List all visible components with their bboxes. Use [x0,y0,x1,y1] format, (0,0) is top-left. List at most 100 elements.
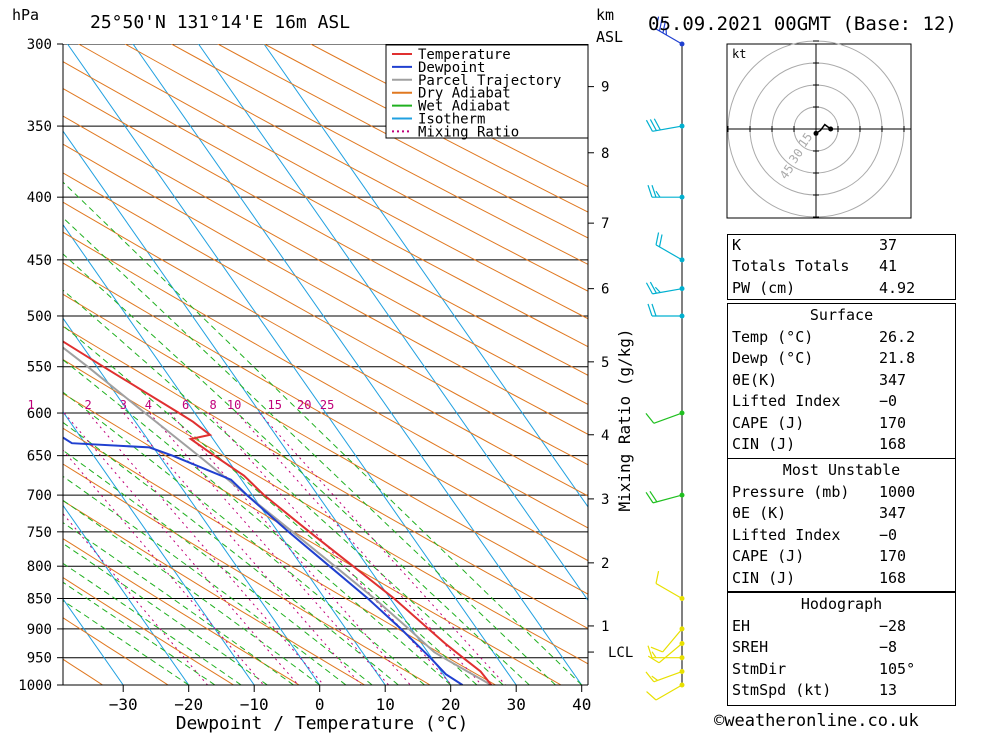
wind-barb-flag [645,491,654,504]
wind-barb-flag [645,119,653,132]
wind-barb-flag [650,646,663,653]
index-row: Lifted Index −0 [728,391,955,412]
hodograph-unit-label: kt [732,47,746,61]
hodograph-ring-label: 30 [786,146,806,166]
hodograph-end-dot [828,126,834,132]
index-row: θE(K) 347 [728,370,955,391]
isotherm-line [132,44,583,685]
index-label: CAPE (J) [732,547,805,566]
wind-barb-shaft [655,244,683,261]
mixing-ratio-label: 25 [320,398,334,412]
temp-tick-label: 30 [507,695,526,714]
isotherm-line [63,317,321,685]
wind-barb-flag [649,281,657,294]
index-row: Temp (°C) 26.2 [728,327,955,348]
dewpoint-line [63,436,464,685]
km-tick-label: 8 [601,146,609,162]
wind-barb-flag [646,691,657,701]
mixing-ratio-line [63,449,264,685]
dry-adiabat-line [63,617,169,685]
legend-entry: Temperature [418,47,511,63]
hodograph-start-dot [813,130,819,136]
wind-barb-flag [655,190,661,198]
wind-barb-flag [653,118,661,131]
wind-barb-flag [647,655,660,664]
mixing-ratio-label: 3 [120,398,127,412]
datetime-title: 05.09.2021 00GMT (Base: 12) [648,13,957,35]
hodograph-trace [815,123,832,135]
dry-adiabat-line [63,61,588,348]
legend-entry: Wet Adiabat [418,99,511,115]
index-label: Pressure (mb) [732,483,850,501]
dry-adiabat-line [63,87,588,376]
index-label: Lifted Index [732,525,841,544]
km-tick-label: 9 [601,80,609,96]
wind-barb-shaft [652,125,683,132]
wet-adiabat-line [63,449,373,685]
legend-entry: Parcel Trajectory [418,73,561,89]
isotherm-line [263,44,588,508]
wet-adiabat-line [63,522,294,685]
wind-barb-shaft [652,288,683,295]
asl-unit-label: ASL [596,28,623,46]
index-label: CIN (J) [732,568,796,587]
index-value: −28 [879,617,907,635]
isotherm-line [63,504,190,685]
pressure-tick-label: 600 [27,406,52,422]
index-label: StmSpd (kt) [732,681,832,700]
index-value: 1000 [879,483,916,501]
wind-barb-shaft [653,670,683,683]
wind-barb-flag [655,16,660,30]
legend-entry: Dry Adiabat [418,86,511,102]
mixing-ratio-label: 2 [84,398,91,412]
dry-adiabat-line [63,325,588,630]
mixing-ratio-label: 20 [297,398,311,412]
wet-adiabat-line [63,181,583,685]
km-tick-label: 5 [601,355,609,371]
dry-adiabat-line [124,44,588,292]
dry-adiabat-line [78,44,588,320]
wind-barb-flag [647,184,653,198]
index-label: StmDir [732,659,787,678]
index-row: EH −28 [728,616,955,637]
index-label: Dewp (°C) [732,349,814,368]
index-row: θE (K) 347 [728,503,955,524]
wet-adiabat-line [63,542,268,685]
wind-barb-shaft [652,494,683,504]
index-value: 21.8 [879,349,916,368]
wind-barb-shaft [655,684,683,701]
dry-adiabat-line [63,262,588,562]
hodograph-title: Hodograph [800,595,883,613]
mixing-ratio-label: 10 [227,398,241,412]
wind-barb-flag [645,282,653,295]
index-value: −0 [879,525,898,544]
mixing-ratio-line [63,513,208,685]
most-unstable-title: Most Unstable [782,461,901,479]
wind-barb-flag [645,671,655,683]
km-tick-label: 2 [601,556,609,572]
wind-barb-flag [651,184,657,198]
dry-adiabat-line [63,392,562,685]
dry-adiabat-line [63,293,588,595]
wind-barb-flag [649,119,657,131]
pressure-tick-label: 850 [27,591,52,607]
pressure-tick-label: 1000 [18,678,52,694]
dry-adiabat-line [63,538,300,685]
mixing-ratio-axis-label: Mixing Ratio (g/kg) [615,328,634,511]
index-value: 41 [879,257,898,276]
index-label: CAPE (J) [732,413,805,432]
km-tick-label: LCL [608,645,633,661]
pressure-tick-label: 800 [27,559,52,575]
dry-adiabat-line [63,231,588,529]
wind-barb-shaft [655,582,683,599]
dry-adiabat-line [63,576,234,685]
dry-adiabat-line [63,143,588,435]
wind-barb-flag [658,18,663,32]
wind-barb-flag [651,651,657,659]
dry-adiabat-line [63,201,588,497]
index-label: CIN (J) [732,435,796,454]
pressure-tick-label: 650 [27,449,52,465]
x-axis-label: Dewpoint / Temperature (°C) [176,713,469,733]
temp-tick-label: 40 [572,695,591,714]
km-tick-label: 7 [601,216,609,232]
